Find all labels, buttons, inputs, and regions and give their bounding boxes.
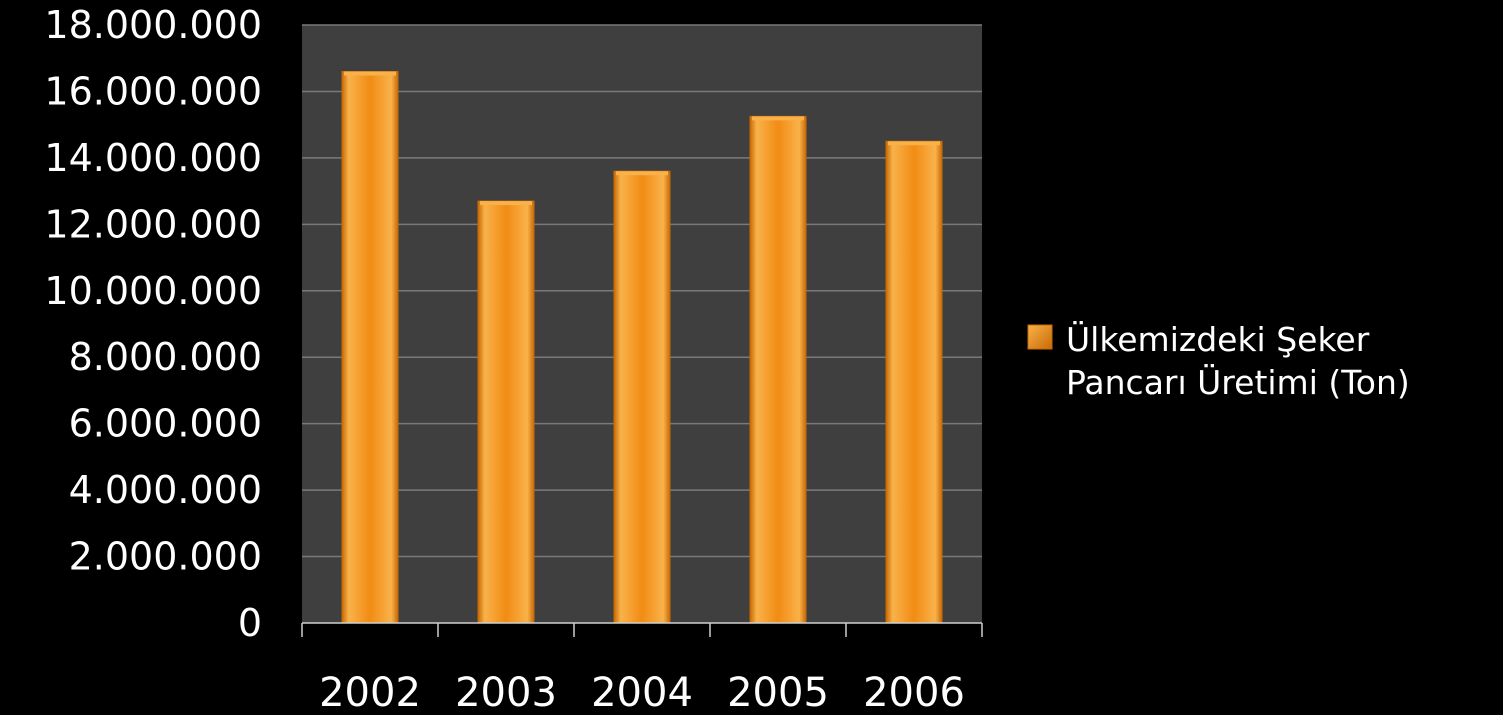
legend-label: Ülkemizdeki Şeker <box>1066 319 1370 359</box>
bar-top-highlight <box>616 171 668 176</box>
y-tick-label: 0 <box>238 601 262 645</box>
y-tick-label: 4.000.000 <box>69 468 262 512</box>
bar-2004 <box>613 170 671 624</box>
y-tick-label: 10.000.000 <box>44 269 262 313</box>
legend-swatch <box>1027 324 1053 350</box>
y-axis: 0 2.000.000 4.000.000 6.000.000 8.000.000 10.… <box>44 3 262 645</box>
y-tick-label: 18.000.000 <box>44 3 262 47</box>
y-tick-label: 6.000.000 <box>69 402 262 446</box>
y-tick-label: 14.000.000 <box>44 136 262 180</box>
y-tick-label: 2.000.000 <box>69 535 262 579</box>
bar-top-highlight <box>480 201 532 206</box>
y-tick-label: 8.000.000 <box>69 335 262 379</box>
x-tick-label: 2003 <box>455 670 557 715</box>
y-tick-label: 12.000.000 <box>44 202 262 246</box>
bar-top-highlight <box>752 116 804 121</box>
bar-2003 <box>477 200 535 624</box>
bar-2002 <box>341 71 399 624</box>
bar-top-highlight <box>344 71 396 76</box>
bar-2005 <box>749 115 807 624</box>
x-axis: 2002 2003 2004 2005 2006 <box>301 622 983 715</box>
bar-2006 <box>885 140 943 624</box>
x-tick-label: 2006 <box>863 670 965 715</box>
legend-label: Pancarı Üretimi (Ton) <box>1066 362 1410 402</box>
y-tick-label: 16.000.000 <box>44 69 262 113</box>
bars <box>341 71 943 624</box>
x-tick-label: 2004 <box>591 670 693 715</box>
bar-top-highlight <box>888 141 940 146</box>
x-tick-label: 2005 <box>727 670 829 715</box>
x-tick-label: 2002 <box>319 670 421 715</box>
